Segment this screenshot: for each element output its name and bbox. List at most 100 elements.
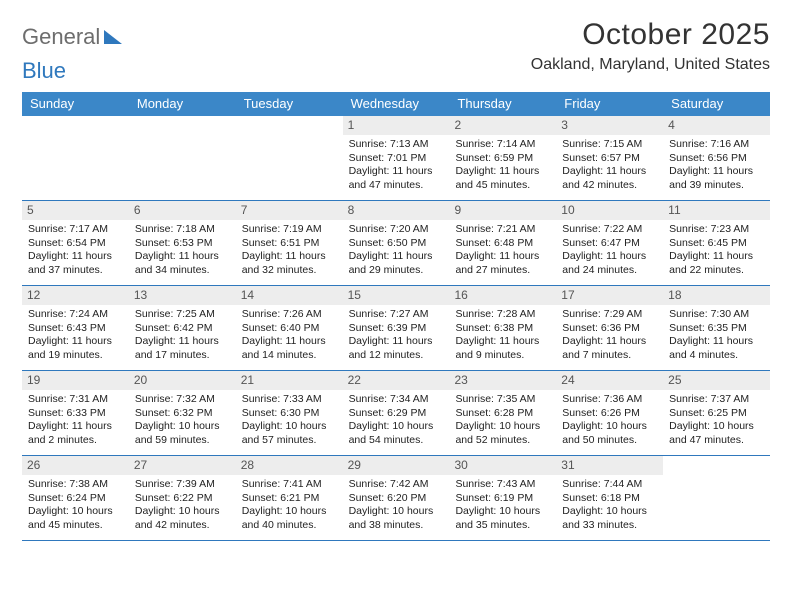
dayname-fri: Friday	[556, 92, 663, 116]
daylight-line: Daylight: 10 hours and 45 minutes.	[28, 505, 123, 532]
sunset-line: Sunset: 6:20 PM	[349, 492, 444, 505]
sunset-line: Sunset: 6:18 PM	[562, 492, 657, 505]
day-info: Sunrise: 7:15 AMSunset: 6:57 PMDaylight:…	[560, 138, 659, 192]
title-month: October 2025	[531, 18, 770, 52]
day-number: 25	[663, 371, 770, 390]
day-info: Sunrise: 7:43 AMSunset: 6:19 PMDaylight:…	[453, 478, 552, 532]
day-cell: 20Sunrise: 7:32 AMSunset: 6:32 PMDayligh…	[129, 371, 236, 455]
day-number: 16	[449, 286, 556, 305]
sunset-line: Sunset: 6:36 PM	[562, 322, 657, 335]
day-cell: 26Sunrise: 7:38 AMSunset: 6:24 PMDayligh…	[22, 456, 129, 540]
daylight-line: Daylight: 11 hours and 19 minutes.	[28, 335, 123, 362]
day-number: 2	[449, 116, 556, 135]
sunset-line: Sunset: 6:39 PM	[349, 322, 444, 335]
sunset-line: Sunset: 6:54 PM	[28, 237, 123, 250]
day-number: 27	[129, 456, 236, 475]
sunset-line: Sunset: 6:33 PM	[28, 407, 123, 420]
sunrise-line: Sunrise: 7:29 AM	[562, 308, 657, 321]
day-info: Sunrise: 7:21 AMSunset: 6:48 PMDaylight:…	[453, 223, 552, 277]
sunset-line: Sunset: 6:26 PM	[562, 407, 657, 420]
daylight-line: Daylight: 11 hours and 45 minutes.	[455, 165, 550, 192]
day-info: Sunrise: 7:31 AMSunset: 6:33 PMDaylight:…	[26, 393, 125, 447]
sunset-line: Sunset: 6:50 PM	[349, 237, 444, 250]
daylight-line: Daylight: 11 hours and 24 minutes.	[562, 250, 657, 277]
day-info: Sunrise: 7:22 AMSunset: 6:47 PMDaylight:…	[560, 223, 659, 277]
day-info: Sunrise: 7:16 AMSunset: 6:56 PMDaylight:…	[667, 138, 766, 192]
logo-word-1: General	[22, 24, 100, 50]
day-number: 9	[449, 201, 556, 220]
day-cell: 25 Sunrise: 7:37 AMSunset: 6:25 PMDayligh…	[663, 371, 770, 455]
sunset-line: Sunset: 7:01 PM	[349, 152, 444, 165]
day-cell: 27Sunrise: 7:39 AMSunset: 6:22 PMDayligh…	[129, 456, 236, 540]
day-cell: 12Sunrise: 7:24 AMSunset: 6:43 PMDayligh…	[22, 286, 129, 370]
day-cell: 2Sunrise: 7:14 AMSunset: 6:59 PMDaylight…	[449, 116, 556, 200]
day-info: Sunrise: 7:34 AMSunset: 6:29 PMDaylight:…	[347, 393, 446, 447]
daylight-line: Daylight: 10 hours and 42 minutes.	[135, 505, 230, 532]
day-number: 5	[22, 201, 129, 220]
day-cell: 11Sunrise: 7:23 AMSunset: 6:45 PMDayligh…	[663, 201, 770, 285]
day-cell: 16 Sunrise: 7:28 AMSunset: 6:38 PMDayligh…	[449, 286, 556, 370]
day-number: 31	[556, 456, 663, 475]
sunset-line: Sunset: 6:43 PM	[28, 322, 123, 335]
calendar: Sunday Monday Tuesday Wednesday Thursday…	[22, 92, 770, 541]
sunrise-line: Sunrise: 7:32 AM	[135, 393, 230, 406]
daylight-line: Daylight: 11 hours and 7 minutes.	[562, 335, 657, 362]
sunrise-line: Sunrise: 7:14 AM	[455, 138, 550, 151]
day-info: Sunrise: 7:32 AMSunset: 6:32 PMDaylight:…	[133, 393, 232, 447]
day-info: Sunrise: 7:28 AMSunset: 6:38 PMDaylight:…	[453, 308, 552, 362]
week-row: 26Sunrise: 7:38 AMSunset: 6:24 PMDayligh…	[22, 456, 770, 541]
sunrise-line: Sunrise: 7:13 AM	[349, 138, 444, 151]
logo: General	[22, 18, 122, 50]
sunrise-line: Sunrise: 7:41 AM	[242, 478, 337, 491]
daylight-line: Daylight: 11 hours and 4 minutes.	[669, 335, 764, 362]
day-info: Sunrise: 7:25 AMSunset: 6:42 PMDaylight:…	[133, 308, 232, 362]
day-cell: 1Sunrise: 7:13 AMSunset: 7:01 PMDaylight…	[343, 116, 450, 200]
title-location: Oakland, Maryland, United States	[531, 56, 770, 74]
sunrise-line: Sunrise: 7:22 AM	[562, 223, 657, 236]
sunrise-line: Sunrise: 7:44 AM	[562, 478, 657, 491]
day-cell: 8Sunrise: 7:20 AMSunset: 6:50 PMDaylight…	[343, 201, 450, 285]
day-info: Sunrise: 7:13 AMSunset: 7:01 PMDaylight:…	[347, 138, 446, 192]
daylight-line: Daylight: 11 hours and 22 minutes.	[669, 250, 764, 277]
sunrise-line: Sunrise: 7:31 AM	[28, 393, 123, 406]
day-number: 30	[449, 456, 556, 475]
daylight-line: Daylight: 11 hours and 17 minutes.	[135, 335, 230, 362]
day-number: 21	[236, 371, 343, 390]
daylight-line: Daylight: 11 hours and 34 minutes.	[135, 250, 230, 277]
day-info: Sunrise: 7:37 AMSunset: 6:25 PMDaylight:…	[667, 393, 766, 447]
sunrise-line: Sunrise: 7:37 AM	[669, 393, 764, 406]
dayname-tue: Tuesday	[236, 92, 343, 116]
sunrise-line: Sunrise: 7:33 AM	[242, 393, 337, 406]
day-info: Sunrise: 7:44 AMSunset: 6:18 PMDaylight:…	[560, 478, 659, 532]
daylight-line: Daylight: 11 hours and 47 minutes.	[349, 165, 444, 192]
day-cell: 5Sunrise: 7:17 AMSunset: 6:54 PMDaylight…	[22, 201, 129, 285]
day-number: 4	[663, 116, 770, 135]
day-info: Sunrise: 7:35 AMSunset: 6:28 PMDaylight:…	[453, 393, 552, 447]
sunrise-line: Sunrise: 7:30 AM	[669, 308, 764, 321]
dayname-thu: Thursday	[449, 92, 556, 116]
sunset-line: Sunset: 6:21 PM	[242, 492, 337, 505]
sunset-line: Sunset: 6:56 PM	[669, 152, 764, 165]
day-cell: 29Sunrise: 7:42 AMSunset: 6:20 PMDayligh…	[343, 456, 450, 540]
daylight-line: Daylight: 10 hours and 54 minutes.	[349, 420, 444, 447]
day-cell: 15Sunrise: 7:27 AMSunset: 6:39 PMDayligh…	[343, 286, 450, 370]
day-cell: 14Sunrise: 7:26 AMSunset: 6:40 PMDayligh…	[236, 286, 343, 370]
day-cell: 21Sunrise: 7:33 AMSunset: 6:30 PMDayligh…	[236, 371, 343, 455]
sunset-line: Sunset: 6:57 PM	[562, 152, 657, 165]
day-number: 6	[129, 201, 236, 220]
daylight-line: Daylight: 11 hours and 14 minutes.	[242, 335, 337, 362]
day-info: Sunrise: 7:19 AMSunset: 6:51 PMDaylight:…	[240, 223, 339, 277]
sunset-line: Sunset: 6:40 PM	[242, 322, 337, 335]
sunrise-line: Sunrise: 7:38 AM	[28, 478, 123, 491]
sunset-line: Sunset: 6:53 PM	[135, 237, 230, 250]
day-number: 12	[22, 286, 129, 305]
day-cell: 31 Sunrise: 7:44 AMSunset: 6:18 PMDayligh…	[556, 456, 663, 540]
sail-icon	[104, 30, 122, 44]
daylight-line: Daylight: 10 hours and 52 minutes.	[455, 420, 550, 447]
day-number: 13	[129, 286, 236, 305]
sunset-line: Sunset: 6:29 PM	[349, 407, 444, 420]
day-info: Sunrise: 7:29 AMSunset: 6:36 PMDaylight:…	[560, 308, 659, 362]
daylight-line: Daylight: 10 hours and 47 minutes.	[669, 420, 764, 447]
sunrise-line: Sunrise: 7:16 AM	[669, 138, 764, 151]
day-number: 26	[22, 456, 129, 475]
